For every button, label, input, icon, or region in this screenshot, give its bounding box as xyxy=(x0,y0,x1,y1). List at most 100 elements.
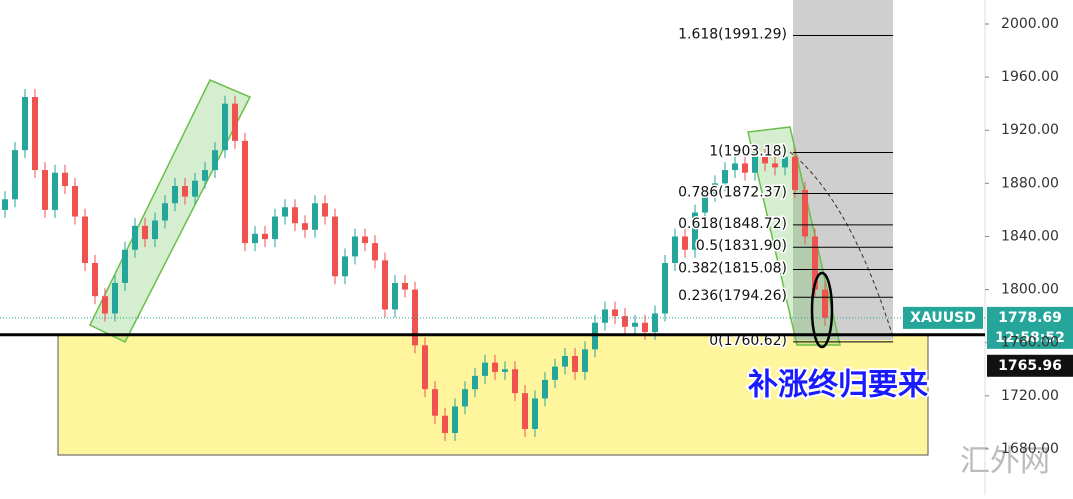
candle-body xyxy=(522,393,528,430)
candle-body xyxy=(642,322,648,333)
candle-body xyxy=(342,256,348,277)
candle-body xyxy=(162,203,168,221)
candle-body xyxy=(622,316,628,327)
candle-body xyxy=(422,345,428,390)
y-tick-label: 1960.00 xyxy=(1001,69,1059,85)
y-tick-label: 1760.00 xyxy=(1001,335,1059,351)
channel xyxy=(747,126,841,346)
y-tick-label: 1800.00 xyxy=(1001,282,1059,298)
candle-body xyxy=(102,296,108,314)
candle-body xyxy=(92,263,98,297)
candle-body xyxy=(182,185,188,197)
candle-body xyxy=(332,216,338,277)
candle-body xyxy=(22,97,28,151)
candle-body xyxy=(482,362,488,376)
symbol-label: XAUUSD xyxy=(910,310,976,326)
candle-body xyxy=(722,170,728,184)
candle-body xyxy=(142,225,148,240)
candle-body xyxy=(792,156,798,190)
y-tick-label: 1720.00 xyxy=(1001,388,1059,404)
candle-body xyxy=(222,103,228,151)
candle-body xyxy=(352,236,358,257)
candle-body xyxy=(432,389,438,416)
support-label: 1765.96 xyxy=(998,358,1062,374)
fib-label: 0.618(1848.72) xyxy=(678,216,787,232)
candle-body xyxy=(502,369,508,372)
grey-zone xyxy=(793,0,893,340)
candle-body xyxy=(752,156,758,173)
candle-body xyxy=(2,199,8,210)
candle-body xyxy=(672,236,678,264)
candle-body xyxy=(82,216,88,264)
candle-body xyxy=(632,322,638,327)
candle-body xyxy=(52,172,58,210)
candle-body xyxy=(32,97,38,171)
candle-body xyxy=(552,366,558,380)
candle-body xyxy=(62,172,68,186)
y-tick-label: 1680.00 xyxy=(1001,441,1059,457)
candle-body xyxy=(202,170,208,181)
candle-body xyxy=(532,398,538,430)
candle-body xyxy=(512,369,518,394)
price-tag xyxy=(987,306,1073,349)
candle-body xyxy=(362,236,368,244)
price-label: 1778.69 xyxy=(998,310,1062,326)
candle-body xyxy=(612,309,618,317)
candle-body xyxy=(42,170,48,210)
candle-body xyxy=(232,103,238,141)
candle-body xyxy=(762,156,768,164)
candle-body xyxy=(802,189,808,237)
candle-body xyxy=(772,163,778,168)
y-tick-label: 1880.00 xyxy=(1001,175,1059,191)
candle-body xyxy=(242,140,248,244)
watermark: 汇外网 xyxy=(960,444,1050,479)
yellow-zone xyxy=(57,334,929,456)
candle-body xyxy=(252,233,258,244)
candle-body xyxy=(172,185,178,204)
candle-body xyxy=(382,260,388,310)
candle-body xyxy=(72,185,78,217)
fib-label: 0.5(1831.90) xyxy=(696,238,787,254)
candle-body xyxy=(372,243,378,261)
candle-body xyxy=(492,362,498,372)
annotation: 补涨终归要来 xyxy=(748,368,928,403)
fib-label: 0.382(1815.08) xyxy=(678,261,787,277)
candle-body xyxy=(562,355,568,367)
candle-body xyxy=(712,183,718,194)
candle-body xyxy=(572,355,578,372)
highlight xyxy=(810,271,834,349)
channel xyxy=(88,79,252,343)
candle-body xyxy=(472,375,478,390)
candle-body xyxy=(132,225,138,250)
y-tick-label: 2000.00 xyxy=(1001,16,1059,32)
y-tick-label: 1920.00 xyxy=(1001,122,1059,138)
candle-body xyxy=(542,379,548,399)
candle-body xyxy=(292,207,298,224)
candle-body xyxy=(682,236,688,250)
support-tag xyxy=(987,354,1073,377)
candle-body xyxy=(812,236,818,290)
candle-body xyxy=(782,156,788,168)
candle-body xyxy=(702,193,708,213)
candle-body xyxy=(402,282,408,290)
fib-label: 0.786(1872.37) xyxy=(678,184,787,200)
countdown-label: 12:58:52 xyxy=(995,330,1065,346)
candle-body xyxy=(122,249,128,283)
candle-body xyxy=(272,216,278,240)
candle-body xyxy=(192,180,198,197)
candle-body xyxy=(112,282,118,314)
candle-body xyxy=(692,212,698,250)
candle-body xyxy=(662,263,668,314)
fib-label: 1(1903.18) xyxy=(709,144,787,160)
candle-body xyxy=(282,207,288,217)
candle-body xyxy=(302,223,308,230)
candle-body xyxy=(12,150,18,200)
candle-body xyxy=(212,150,218,171)
candle-body xyxy=(742,163,748,173)
fib-label: 0.236(1794.26) xyxy=(678,288,787,304)
candle-body xyxy=(822,289,828,318)
candle-body xyxy=(442,415,448,433)
fib-label: 1.618(1991.29) xyxy=(678,27,787,43)
candle-body xyxy=(452,406,458,433)
